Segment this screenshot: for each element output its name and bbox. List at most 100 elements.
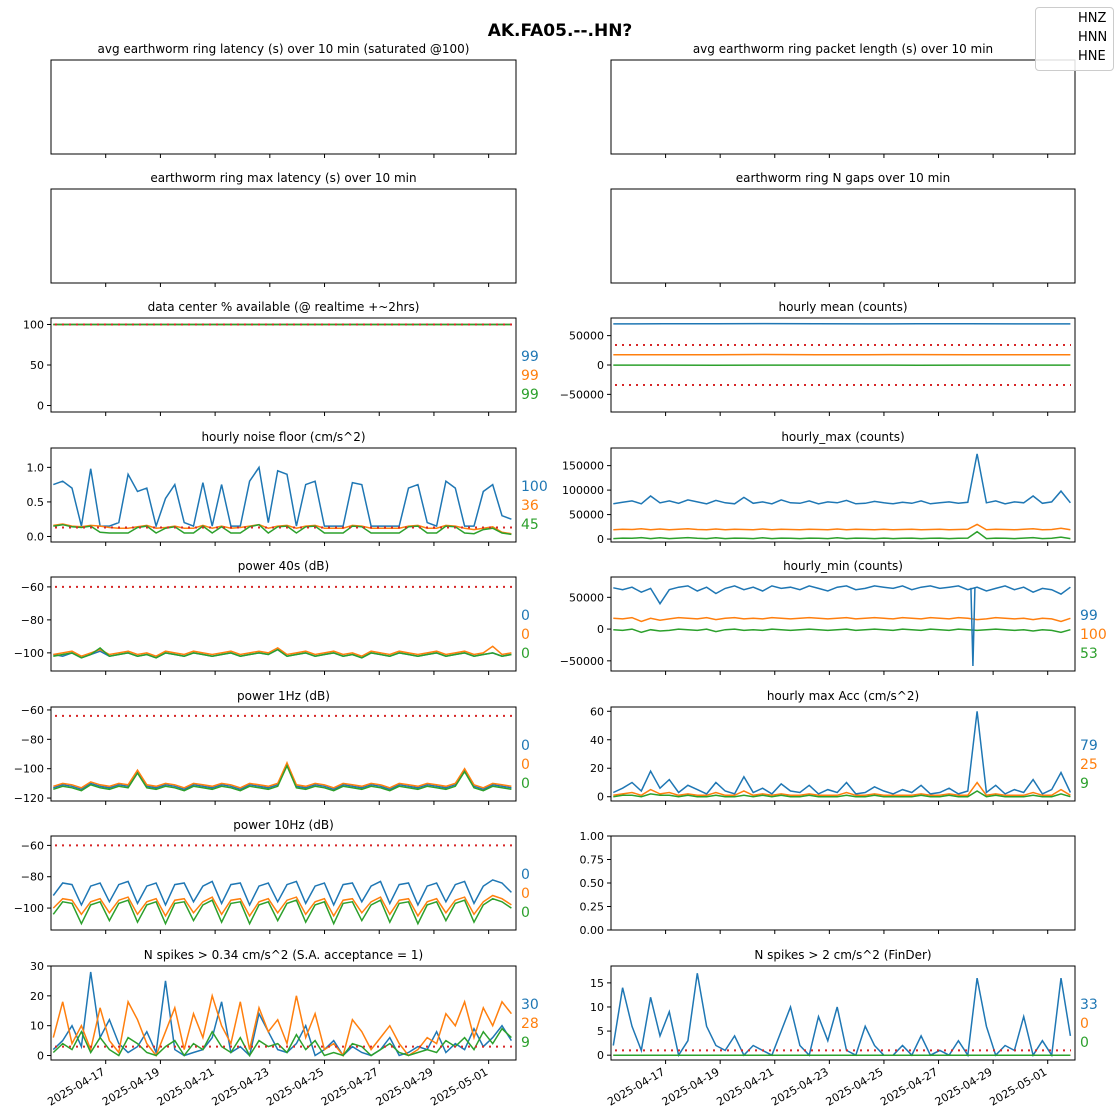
plot-area (612, 973, 1072, 1058)
series-line-hnz (612, 973, 1072, 1058)
plot-area (52, 844, 512, 926)
side-stat-hne: 0 (521, 646, 530, 662)
y-tick-label: 0 (597, 359, 604, 372)
series-line-hnn (613, 523, 1071, 531)
figure-title: AK.FA05.--.HN? (488, 21, 633, 41)
plot-area (612, 711, 1072, 798)
panel-p5: hourly mean (counts) −50000 0 50000 (560, 300, 1076, 416)
x-tick-label: 2025-05-01 (428, 1065, 490, 1108)
side-stat-hnz: 100 (521, 479, 548, 495)
series-spike-hnz (970, 587, 976, 666)
series-line-hnn (52, 894, 512, 918)
panel-p12: power 10Hz (dB) −100 −80 −60 0 0 0 (14, 818, 530, 934)
y-tick-label: 0 (597, 533, 604, 546)
panel-p1: avg earthworm ring packet length (s) ove… (610, 42, 1076, 158)
y-tick-label: 10 (30, 1020, 44, 1033)
series-line-hne (613, 628, 1071, 634)
series-line-hne (52, 1027, 512, 1058)
panel-frame (50, 317, 517, 413)
panel-frame (50, 576, 517, 672)
y-tick-label: 5 (597, 1025, 604, 1038)
series-line-hnz (613, 585, 1071, 606)
x-tick-label: 2025-04-21 (714, 1065, 776, 1108)
panel-p7: hourly_max (counts) 0 50000 100000 150000 (562, 430, 1076, 546)
side-stat-hnz: 0 (521, 738, 530, 754)
y-tick-label: 1.0 (27, 461, 45, 474)
series-line-hnz (612, 711, 1072, 795)
y-tick-label: 100 (23, 318, 44, 331)
series-line-hnz (52, 879, 512, 907)
series-line-hnn (53, 760, 512, 789)
y-tick-label: 40 (590, 734, 604, 747)
plot-area (613, 453, 1071, 540)
panel-frame (50, 706, 517, 802)
plot-area (53, 465, 512, 536)
x-tick-label: 2025-04-19 (660, 1065, 722, 1108)
side-stat-hnz: 30 (521, 997, 539, 1013)
side-stat-hne: 9 (1080, 776, 1089, 792)
side-stat-hne: 99 (521, 387, 539, 403)
y-tick-label: −100 (14, 763, 44, 776)
y-tick-label: 20 (30, 990, 44, 1003)
y-tick-label: 0.75 (580, 854, 605, 867)
plot-area (613, 585, 1071, 666)
legend: HNZ HNN HNE (1035, 7, 1114, 71)
panel-frame (50, 188, 517, 284)
y-tick-label: 50000 (569, 330, 604, 343)
plot-area (613, 322, 1071, 386)
y-tick-label: −80 (21, 614, 44, 627)
series-line-hne (52, 897, 512, 926)
y-tick-label: 30 (30, 960, 44, 973)
panel-title: power 10Hz (dB) (233, 818, 334, 832)
y-tick-label: −60 (21, 839, 44, 852)
x-tick-label: 2025-04-29 (933, 1065, 995, 1108)
y-tick-label: 15 (590, 977, 604, 990)
panel-frame (610, 447, 1076, 543)
legend-entry-hnn: HNN (1078, 30, 1108, 45)
panels-group: avg earthworm ring latency (s) over 10 m… (14, 42, 1107, 1109)
side-stat-hnn: 0 (521, 886, 530, 902)
panel-p0: avg earthworm ring latency (s) over 10 m… (50, 42, 517, 158)
panel-frame (50, 447, 517, 543)
panel-title: hourly_max (counts) (781, 430, 904, 444)
x-tick-label: 2025-04-23 (209, 1065, 271, 1108)
side-stat-hne: 45 (521, 517, 539, 533)
panel-frame (610, 576, 1076, 672)
panel-title: earthworm ring max latency (s) over 10 m… (150, 171, 416, 185)
y-tick-label: 50000 (569, 591, 604, 604)
side-stat-hnz: 0 (521, 608, 530, 624)
panel-p2: earthworm ring max latency (s) over 10 m… (50, 171, 517, 287)
x-tick-label: 2025-04-21 (155, 1065, 217, 1108)
plot-area (53, 585, 512, 659)
plot-area (52, 971, 513, 1058)
panel-title: avg earthworm ring packet length (s) ove… (693, 42, 993, 56)
y-tick-label: 0 (597, 1049, 604, 1062)
x-tick-label: 2025-04-25 (824, 1065, 886, 1108)
side-stat-hnn: 100 (1080, 627, 1107, 643)
panel-title: avg earthworm ring latency (s) over 10 m… (98, 42, 470, 56)
panel-p14: N spikes > 0.34 cm/s^2 (S.A. acceptance … (30, 948, 539, 1109)
panel-p15: N spikes > 2 cm/s^2 (FinDer) 0 5 10 15 2025-0… (590, 948, 1098, 1109)
panel-title: hourly max Acc (cm/s^2) (767, 689, 919, 703)
series-line-hnz (53, 465, 512, 529)
side-stat-hnz: 99 (1080, 608, 1098, 624)
series-line-hnn (613, 616, 1071, 623)
panel-title: N spikes > 2 cm/s^2 (FinDer) (754, 948, 931, 962)
series-line-hnn (53, 645, 512, 658)
legend-entry-hne: HNE (1078, 49, 1106, 64)
side-stat-hnn: 99 (521, 368, 539, 384)
panel-frame (610, 835, 1076, 931)
side-stat-hnn: 0 (1080, 1016, 1089, 1032)
panel-p3: earthworm ring N gaps over 10 min (610, 171, 1076, 287)
y-tick-label: 0 (37, 400, 44, 413)
side-stat-hnz: 0 (521, 867, 530, 883)
y-tick-label: 20 (590, 762, 604, 775)
side-stat-hne: 0 (521, 905, 530, 921)
y-tick-label: 0.5 (27, 496, 45, 509)
y-tick-label: −50000 (560, 388, 604, 401)
side-stat-hne: 0 (1080, 1035, 1089, 1051)
panel-title: data center % available (@ realtime +~2h… (148, 300, 420, 314)
plot-area (53, 714, 512, 792)
y-tick-label: −80 (21, 733, 44, 746)
